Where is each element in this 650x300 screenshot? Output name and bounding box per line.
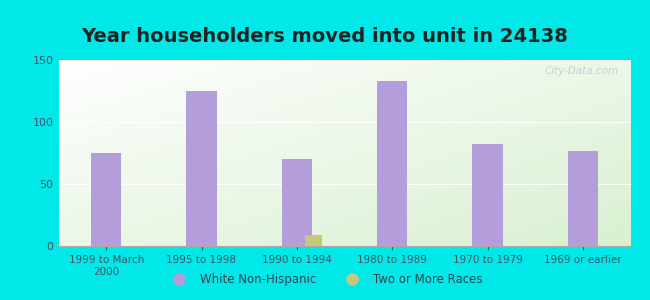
Bar [473, 144, 502, 246]
Bar [306, 235, 322, 246]
Bar [187, 91, 216, 246]
Legend: White Non-Hispanic, Two or More Races: White Non-Hispanic, Two or More Races [162, 269, 488, 291]
Bar [281, 159, 312, 246]
Bar [377, 81, 408, 246]
Text: City-Data.com: City-Data.com [545, 66, 619, 76]
Bar [91, 153, 122, 246]
Bar [567, 151, 598, 246]
Text: Year householders moved into unit in 24138: Year householders moved into unit in 241… [81, 26, 569, 46]
